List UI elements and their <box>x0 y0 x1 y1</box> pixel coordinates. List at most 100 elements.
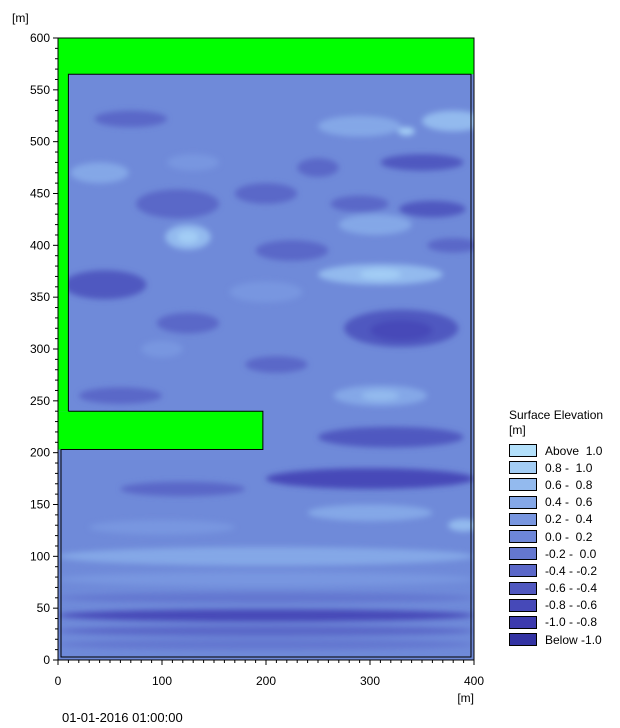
x-tick-label: 100 <box>152 674 172 688</box>
y-tick-label: 450 <box>30 187 50 201</box>
contour-patch <box>156 312 220 334</box>
x-tick-label: 0 <box>55 674 62 688</box>
legend-item: -1.0 - -0.8 <box>509 614 603 631</box>
legend-rows: Above 1.0 0.8 - 1.0 0.6 - 0.8 0.4 - 0.6 0.2 … <box>509 442 603 648</box>
y-tick-label: 500 <box>30 135 50 149</box>
legend-label: 0.2 - 0.4 <box>545 512 593 527</box>
legend-item: 0.8 - 1.0 <box>509 459 603 476</box>
legend-unit: [m] <box>509 423 526 437</box>
legend-swatch <box>509 530 537 544</box>
contour-patch <box>177 230 199 244</box>
x-tick-label: 200 <box>256 674 276 688</box>
legend-item: -0.4 - -0.2 <box>509 562 603 579</box>
legend-swatch <box>509 598 537 612</box>
y-tick-label: 350 <box>30 290 50 304</box>
legend-swatch <box>509 633 537 647</box>
legend-item: -0.6 - -0.4 <box>509 580 603 597</box>
contour-patch <box>78 387 162 404</box>
timestamp: 01-01-2016 01:00:00 <box>62 710 183 725</box>
legend: Surface Elevation [m] Above 1.0 0.8 - 1.0… <box>509 408 603 648</box>
legend-swatch <box>509 478 537 492</box>
x-axis-label: [m] <box>457 691 474 705</box>
y-tick-label: 100 <box>30 549 50 563</box>
contour-patch <box>266 468 474 489</box>
legend-label: -0.4 - -0.2 <box>545 563 598 578</box>
contour-patch <box>318 115 402 137</box>
contour-patch <box>448 519 474 532</box>
legend-label: 0.8 - 1.0 <box>545 460 593 475</box>
y-tick-label: 150 <box>30 498 50 512</box>
x-tick-label: 400 <box>464 674 484 688</box>
legend-item: 0.6 - 0.8 <box>509 476 603 493</box>
contour-patch <box>58 609 474 622</box>
legend-label: -0.6 - -0.4 <box>545 581 598 596</box>
legend-label: -0.8 - -0.6 <box>545 598 598 613</box>
contour-patch <box>120 481 246 497</box>
y-tick-label: 550 <box>30 83 50 97</box>
contour-patch <box>167 154 220 171</box>
contour-patch <box>380 154 464 171</box>
y-tick-label: 200 <box>30 446 50 460</box>
legend-swatch <box>509 547 537 561</box>
land-breakwater <box>58 411 263 450</box>
axes: 0 50 100 150 200 250 300 350 400 450 500 550 600 0 100… <box>12 11 484 705</box>
legend-swatch <box>509 461 537 475</box>
legend-swatch <box>509 495 537 509</box>
contour-patch <box>58 625 474 637</box>
legend-label: Below -1.0 <box>545 632 602 647</box>
contour-patch <box>399 200 466 218</box>
contour-patch <box>422 110 474 132</box>
legend-swatch <box>509 512 537 526</box>
legend-swatch <box>509 444 537 458</box>
contour-patch <box>63 270 147 300</box>
contour-patch <box>297 158 339 177</box>
land-top-band <box>58 38 474 75</box>
contour-patch <box>141 340 183 358</box>
y-tick-label: 50 <box>37 601 51 615</box>
y-tick-label: 600 <box>30 31 50 45</box>
contour-patch <box>318 426 464 448</box>
y-axis-label: [m] <box>12 11 29 25</box>
legend-item: -0.8 - -0.6 <box>509 597 603 614</box>
legend-item: 0.0 - 0.2 <box>509 528 603 545</box>
contour-patch <box>58 547 474 566</box>
contour-patch <box>234 183 298 204</box>
contour-field <box>58 110 474 650</box>
contour-patch <box>307 504 433 522</box>
legend-label: 0.4 - 0.6 <box>545 495 593 510</box>
legend-item: 0.2 - 0.4 <box>509 511 603 528</box>
legend-item: Above 1.0 <box>509 442 603 459</box>
y-tick-label: 0 <box>43 653 50 667</box>
contour-patch <box>70 162 129 184</box>
contour-patch <box>370 319 433 341</box>
contour-patch <box>255 240 329 261</box>
contour-patch <box>136 189 220 219</box>
legend-label: Above 1.0 <box>545 443 603 458</box>
contour-patch <box>229 281 303 303</box>
legend-swatch <box>509 581 537 595</box>
legend-label: 0.6 - 0.8 <box>545 477 593 492</box>
legend-item: Below -1.0 <box>509 631 603 648</box>
legend-label: -0.2 - 0.0 <box>545 546 597 561</box>
contour-patch <box>427 238 474 253</box>
water-field <box>58 38 474 660</box>
contour-patch <box>245 356 308 373</box>
contour-patch <box>89 520 235 535</box>
land-boundary <box>60 73 472 658</box>
contour-patch <box>359 269 402 280</box>
legend-swatch <box>509 564 537 578</box>
legend-swatch <box>509 615 537 629</box>
y-tick-label: 250 <box>30 394 50 408</box>
legend-title: Surface Elevation <box>509 408 604 422</box>
legend-label: -1.0 - -0.8 <box>545 615 598 630</box>
contour-patch <box>330 195 389 213</box>
contour-patch <box>58 571 474 587</box>
legend-item: -0.2 - 0.0 <box>509 545 603 562</box>
legend-item: 0.4 - 0.6 <box>509 494 603 511</box>
contour-patch <box>58 592 474 603</box>
y-tick-label: 300 <box>30 342 50 356</box>
land-left-band <box>58 38 69 412</box>
contour-patch <box>58 639 474 650</box>
contour-patch <box>338 214 412 235</box>
